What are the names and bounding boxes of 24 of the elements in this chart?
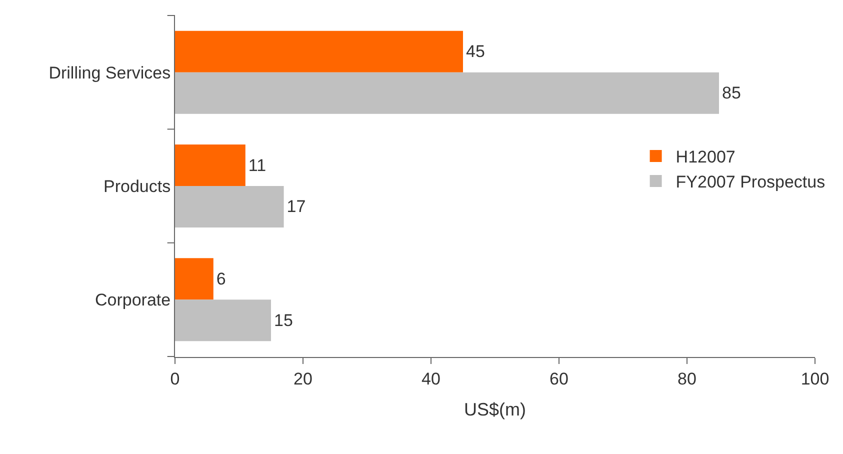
x-tick-label: 100: [800, 369, 830, 388]
y-tick-label: Products: [104, 176, 171, 196]
x-tick-label: 80: [678, 369, 696, 388]
bar: [175, 258, 214, 300]
data-label: 45: [466, 42, 485, 62]
y-tick-label: Corporate: [94, 290, 171, 310]
data-label: 17: [286, 197, 306, 216]
x-tick-label: 60: [550, 369, 568, 388]
data-label: 11: [248, 156, 266, 175]
x-tick-label: 40: [422, 369, 440, 388]
bar: [175, 300, 271, 342]
y-tick-label: Drilling Services: [48, 63, 171, 82]
data-label: 85: [722, 84, 741, 103]
bar: [175, 186, 284, 228]
data-label: 15: [274, 310, 293, 330]
data-label: 6: [216, 269, 226, 288]
bar: [175, 144, 246, 186]
legend-label: H12007: [676, 148, 736, 167]
legend-label: FY2007 Prospectus: [676, 172, 826, 192]
x-tick-label: 20: [294, 369, 312, 388]
x-axis-title: US$(m): [464, 400, 526, 420]
bar: [175, 30, 463, 72]
bar: [175, 72, 719, 114]
x-tick-label: 0: [170, 369, 180, 388]
